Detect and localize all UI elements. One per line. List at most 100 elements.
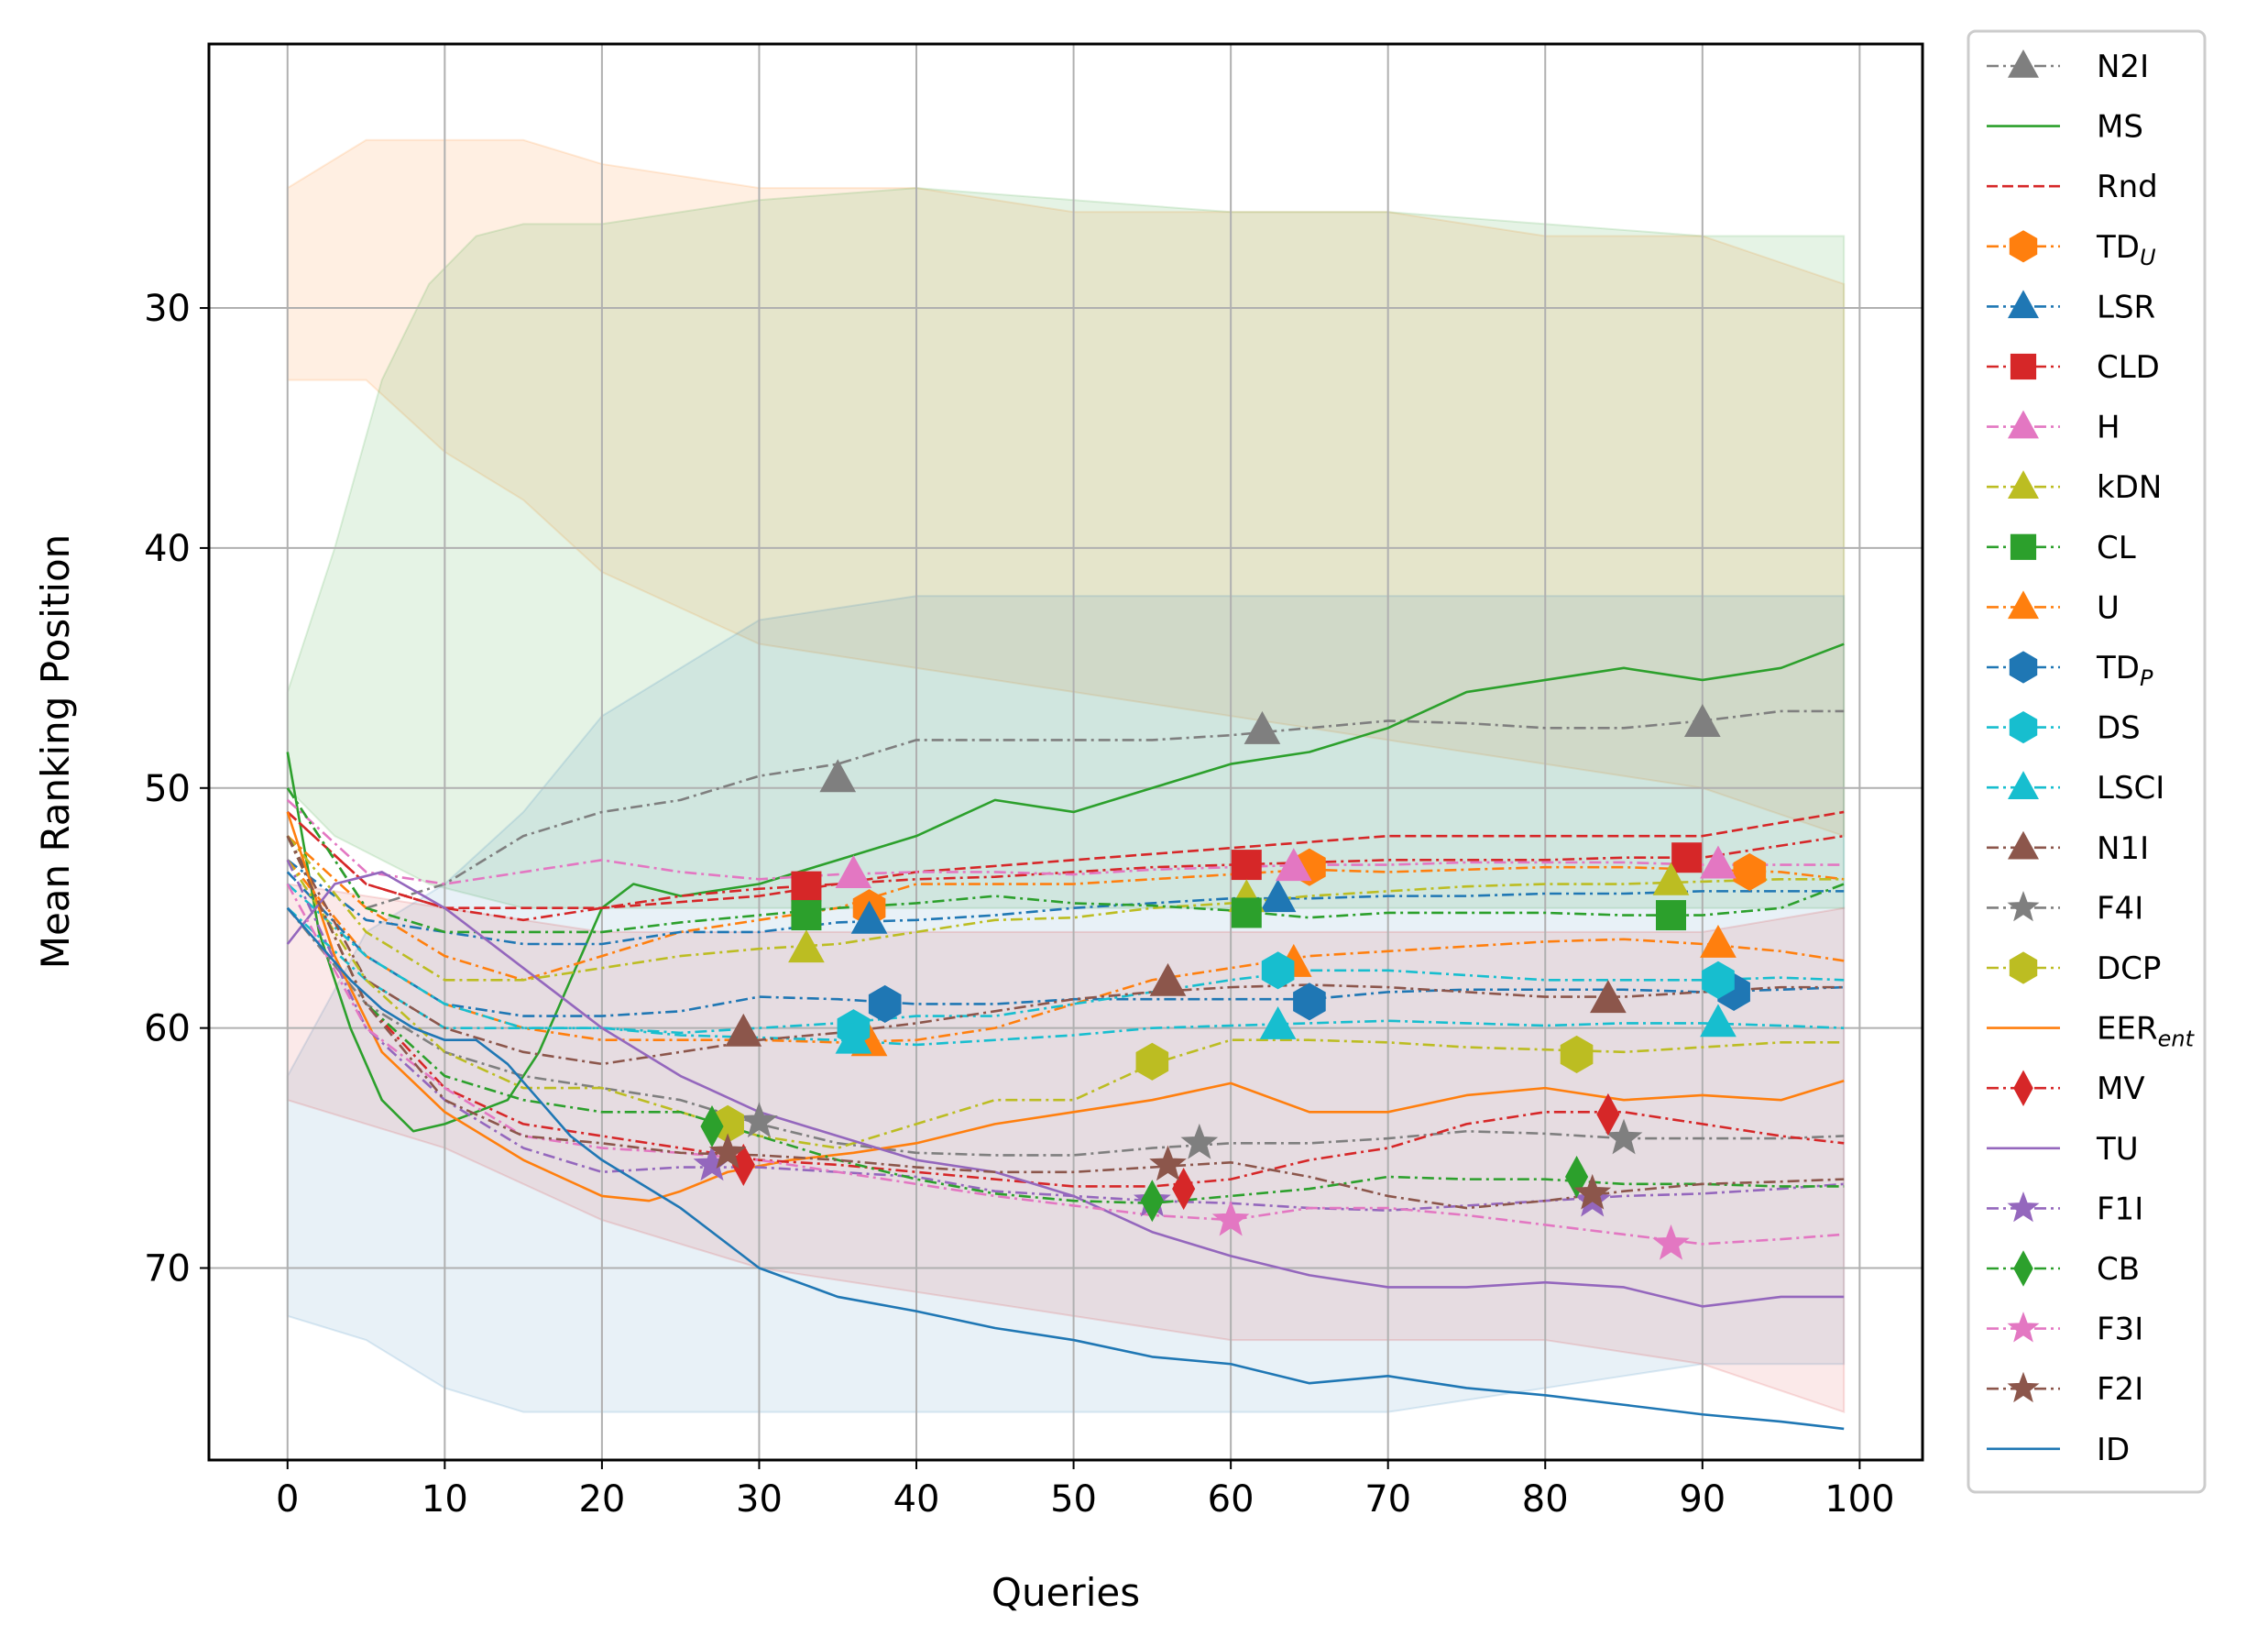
series-line-td-u [286,835,1845,982]
series-marker-dcp [1135,1042,1169,1081]
legend-marker-ds [2009,711,2038,744]
series-line-f3i [286,883,1845,1246]
series-marker-h [1275,848,1312,882]
series-marker-cl [1231,897,1262,928]
legend-label-id: ID [2097,1432,2130,1468]
series-marker-cb [700,1104,724,1148]
y-tick-label: 30 [144,288,191,330]
legend-label-tu: TU [2096,1131,2139,1168]
legend-marker-h [2008,410,2039,439]
series-marker-n2i [819,759,857,793]
series-marker-cb [1564,1155,1589,1199]
series-marker-n2i [1244,710,1281,744]
legend-marker-n1i [2008,830,2039,860]
series-marker-kdn [1652,862,1690,895]
legend-label-cb: CB [2097,1251,2140,1288]
series-line-eer-ent [286,811,1845,1202]
legend-label-mv: MV [2097,1071,2145,1107]
legend-marker-lsr [2008,290,2039,319]
series-line-cld [286,811,1845,922]
series-line-id [286,906,1845,1431]
series-marker-ds [1261,951,1295,990]
series-marker-lsr [850,900,888,934]
series-marker-u [1700,924,1737,958]
legend-marker-f3i [2007,1312,2040,1343]
legend-label-rnd: Rnd [2097,169,2158,205]
series-marker-n1i [725,1013,762,1047]
series-marker-cld [1231,850,1262,881]
x-tick-label: 50 [1050,1478,1097,1521]
series-line-td-p [286,871,1845,1017]
legend-label-f4i: F4I [2097,890,2143,927]
series-marker-cb [1140,1180,1164,1223]
legend-marker-cb [2013,1250,2033,1287]
legend-marker-dcp [2009,951,2038,984]
legend-marker-lsci [2008,771,2039,799]
confidence-band-1 [286,138,1846,838]
x-tick-label: 40 [893,1478,940,1521]
series-marker-ds [1702,961,1735,999]
legend-label-lsci: LSCI [2097,770,2164,807]
series-line-lsci [286,906,1845,1047]
confidence-band-3 [286,595,1846,1413]
legend-marker-mv [2013,1070,2033,1106]
series-marker-td-p [868,984,902,1024]
x-axis-title: Queries [992,1570,1140,1615]
x-tick-label: 80 [1522,1478,1569,1521]
legend-marker-f2i [2007,1371,2040,1403]
legend-label-td-u: TDU [2096,229,2156,270]
legend-marker-n2i [2008,49,2039,78]
series-marker-cld [1671,842,1703,873]
series-marker-dcp [1560,1035,1594,1074]
series-marker-f4i [1180,1123,1219,1159]
series-markers [693,704,1767,1260]
x-tick-label: 30 [736,1478,783,1521]
legend-marker-f4i [2007,890,2040,922]
series-marker-td-u [1733,852,1767,892]
legend-label-f3i: F3I [2097,1312,2143,1348]
series-marker-h [835,855,872,888]
series-marker-cld [791,871,822,902]
series-line-lsr [286,859,1845,946]
legend-marker-cld [2010,353,2037,380]
series-line-n1i [286,835,1845,1066]
legend-frame [1967,29,2207,1494]
y-axis-title: Mean Ranking Position [33,534,78,970]
series-lines [286,642,1845,1431]
legend-label-f2i: F2I [2097,1371,2143,1408]
series-marker-cl [791,900,822,931]
series-line-ds [286,883,1845,1035]
x-tick-label: 70 [1364,1478,1411,1521]
legend-label-ds: DS [2097,710,2141,747]
series-marker-f4i [740,1102,778,1138]
series-marker-f2i [1149,1145,1187,1181]
x-tick-label: 10 [422,1478,468,1521]
series-line-n2i [286,709,1845,910]
series-line-dcp [286,859,1845,1149]
series-marker-n1i [1149,962,1187,996]
x-tick-label: 90 [1679,1478,1726,1521]
series-line-mv [286,835,1845,1188]
series-marker-f3i [1211,1200,1250,1236]
series-marker-h [1700,845,1737,879]
legend-label-f1i: F1I [2097,1191,2143,1227]
y-tick-label: 50 [144,768,191,810]
legend-label-cld: CLD [2097,349,2160,386]
legend-label-ms: MS [2097,109,2143,146]
series-marker-f4i [1605,1118,1643,1155]
x-axis-ticks: 0 10 20 30 40 50 60 70 80 90 100 [276,1460,1895,1521]
series-line-tu [286,871,1845,1308]
legend-label-lsr: LSR [2097,289,2155,325]
series-marker-n2i [1683,704,1721,737]
series-marker-td-p [1293,983,1326,1021]
y-tick-label: 40 [144,528,191,570]
y-tick-label: 60 [144,1008,191,1050]
series-marker-mv [1596,1093,1620,1136]
legend-marker-f1i [2007,1191,2040,1223]
legend-label-n1i: N1I [2097,830,2149,867]
legend-label-kdn: kDN [2097,469,2162,506]
series-line-cb [286,835,1845,1205]
legend-label-n2i: N2I [2097,49,2149,85]
